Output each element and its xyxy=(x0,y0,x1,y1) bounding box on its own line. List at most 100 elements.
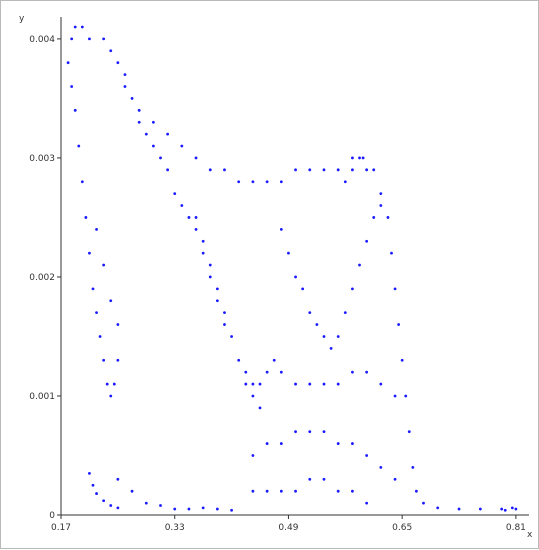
data-point xyxy=(390,251,393,255)
data-point xyxy=(365,370,369,374)
data-point xyxy=(329,346,333,350)
data-point xyxy=(201,239,205,243)
data-point xyxy=(73,108,77,112)
data-point xyxy=(208,263,212,267)
data-point xyxy=(95,311,98,315)
data-point xyxy=(500,507,504,511)
data-point xyxy=(265,442,269,445)
data-point xyxy=(400,358,404,362)
data-point xyxy=(201,251,205,255)
data-point xyxy=(194,216,198,219)
tick-labels: 0.17 0.33 0.49 0.65 0.81 0 0.001 0.002 0.003 0.00… xyxy=(29,35,526,533)
data-point xyxy=(393,477,397,481)
data-point xyxy=(251,454,255,457)
data-point xyxy=(88,37,91,41)
data-point xyxy=(194,227,198,231)
data-point xyxy=(404,394,408,398)
data-point xyxy=(365,168,369,172)
data-point xyxy=(336,489,340,493)
data-point xyxy=(379,204,383,207)
data-point xyxy=(98,335,102,338)
data-point xyxy=(386,216,390,219)
data-point xyxy=(279,442,283,445)
data-point xyxy=(116,506,120,510)
data-point xyxy=(159,504,162,507)
data-point xyxy=(351,156,354,160)
data-point xyxy=(66,61,70,65)
data-point xyxy=(351,168,354,172)
data-point xyxy=(173,192,177,196)
data-point xyxy=(166,168,170,172)
data-point xyxy=(144,132,148,136)
x-tick-label: 0.81 xyxy=(506,523,526,533)
data-point xyxy=(397,323,401,326)
data-point xyxy=(91,287,95,291)
data-point xyxy=(343,311,347,315)
x-tick-label: 0.17 xyxy=(51,523,71,533)
data-point xyxy=(336,442,340,445)
data-point xyxy=(130,489,134,493)
data-point xyxy=(80,25,84,29)
data-point xyxy=(80,180,84,184)
data-point xyxy=(279,489,283,493)
data-point xyxy=(152,120,155,124)
x-axis-label: x xyxy=(527,530,533,540)
data-point xyxy=(308,168,312,172)
data-point xyxy=(361,156,365,160)
data-point xyxy=(251,180,255,184)
data-point xyxy=(411,465,415,469)
data-point xyxy=(351,287,354,291)
data-point xyxy=(514,507,518,511)
data-point xyxy=(336,382,340,386)
data-point xyxy=(251,394,255,398)
x-tick-label: 0.49 xyxy=(278,523,298,533)
data-point xyxy=(70,37,74,41)
data-point xyxy=(393,394,397,398)
data-point xyxy=(407,430,411,434)
data-point xyxy=(279,370,283,374)
data-point xyxy=(358,156,361,160)
data-point xyxy=(251,382,255,386)
y-tick-label: 0.001 xyxy=(29,392,55,402)
data-point xyxy=(351,442,354,445)
data-point xyxy=(70,85,74,88)
data-point xyxy=(237,358,241,362)
data-point xyxy=(180,144,184,148)
data-point xyxy=(208,275,212,279)
data-point xyxy=(95,492,98,495)
data-point xyxy=(137,120,141,124)
data-point xyxy=(251,489,255,493)
data-point xyxy=(116,323,120,326)
data-point xyxy=(308,430,312,434)
data-point xyxy=(116,358,120,362)
data-point xyxy=(322,335,326,338)
data-point xyxy=(244,370,248,374)
data-point xyxy=(336,335,340,338)
data-point xyxy=(365,239,369,243)
data-point xyxy=(215,299,219,303)
data-point xyxy=(152,144,155,148)
data-point xyxy=(166,132,170,136)
data-point xyxy=(137,108,141,112)
data-point xyxy=(379,192,383,196)
data-point xyxy=(351,489,354,493)
data-point xyxy=(102,263,106,267)
data-point xyxy=(265,489,269,493)
data-point xyxy=(265,370,269,374)
data-point xyxy=(130,97,134,100)
data-point xyxy=(144,501,148,505)
data-point xyxy=(457,507,461,511)
data-point xyxy=(336,168,340,172)
axes xyxy=(57,17,529,519)
data-point xyxy=(123,73,127,77)
data-point xyxy=(343,180,347,184)
data-point xyxy=(194,156,198,160)
data-point xyxy=(102,37,106,41)
data-point xyxy=(379,382,383,386)
data-point xyxy=(95,227,98,231)
data-point xyxy=(84,216,88,219)
data-point xyxy=(294,275,297,279)
data-point xyxy=(372,216,376,219)
